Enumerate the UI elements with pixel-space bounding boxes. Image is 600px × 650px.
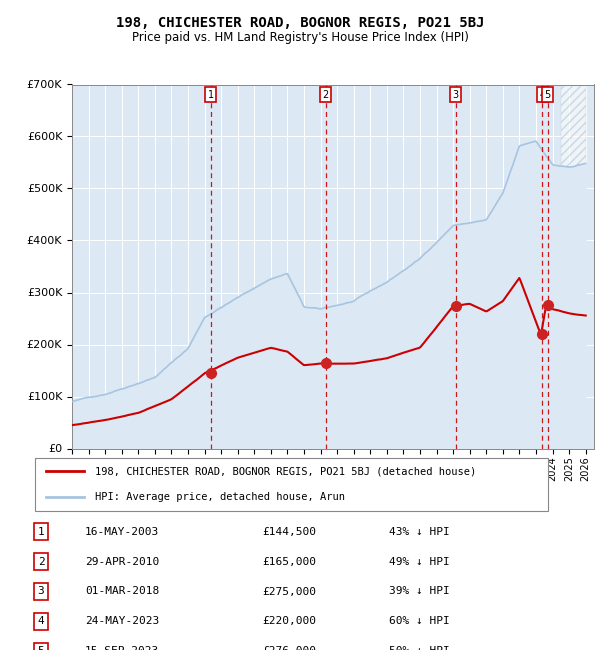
Text: 2: 2	[323, 90, 329, 100]
Text: 43% ↓ HPI: 43% ↓ HPI	[389, 526, 449, 537]
Text: £276,000: £276,000	[262, 646, 316, 650]
Text: 1: 1	[208, 90, 214, 100]
Text: 5: 5	[38, 646, 44, 650]
FancyBboxPatch shape	[35, 458, 548, 511]
Text: 198, CHICHESTER ROAD, BOGNOR REGIS, PO21 5BJ (detached house): 198, CHICHESTER ROAD, BOGNOR REGIS, PO21…	[95, 467, 476, 476]
Text: £165,000: £165,000	[262, 556, 316, 567]
Text: 29-APR-2010: 29-APR-2010	[85, 556, 160, 567]
Text: 4: 4	[38, 616, 44, 627]
Text: £275,000: £275,000	[262, 586, 316, 597]
Text: 24-MAY-2023: 24-MAY-2023	[85, 616, 160, 627]
Text: 5: 5	[545, 90, 551, 100]
Text: £220,000: £220,000	[262, 616, 316, 627]
Text: 3: 3	[453, 90, 459, 100]
Text: 60% ↓ HPI: 60% ↓ HPI	[389, 616, 449, 627]
Text: 01-MAR-2018: 01-MAR-2018	[85, 586, 160, 597]
Text: 39% ↓ HPI: 39% ↓ HPI	[389, 586, 449, 597]
Text: 1: 1	[38, 526, 44, 537]
Text: 50% ↓ HPI: 50% ↓ HPI	[389, 646, 449, 650]
Text: 198, CHICHESTER ROAD, BOGNOR REGIS, PO21 5BJ: 198, CHICHESTER ROAD, BOGNOR REGIS, PO21…	[116, 16, 484, 31]
Text: 15-SEP-2023: 15-SEP-2023	[85, 646, 160, 650]
Text: 2: 2	[38, 556, 44, 567]
Text: Price paid vs. HM Land Registry's House Price Index (HPI): Price paid vs. HM Land Registry's House …	[131, 31, 469, 44]
Text: 4: 4	[539, 90, 545, 100]
Text: 3: 3	[38, 586, 44, 597]
Text: HPI: Average price, detached house, Arun: HPI: Average price, detached house, Arun	[95, 492, 345, 502]
Text: 49% ↓ HPI: 49% ↓ HPI	[389, 556, 449, 567]
Text: £144,500: £144,500	[262, 526, 316, 537]
Text: 16-MAY-2003: 16-MAY-2003	[85, 526, 160, 537]
